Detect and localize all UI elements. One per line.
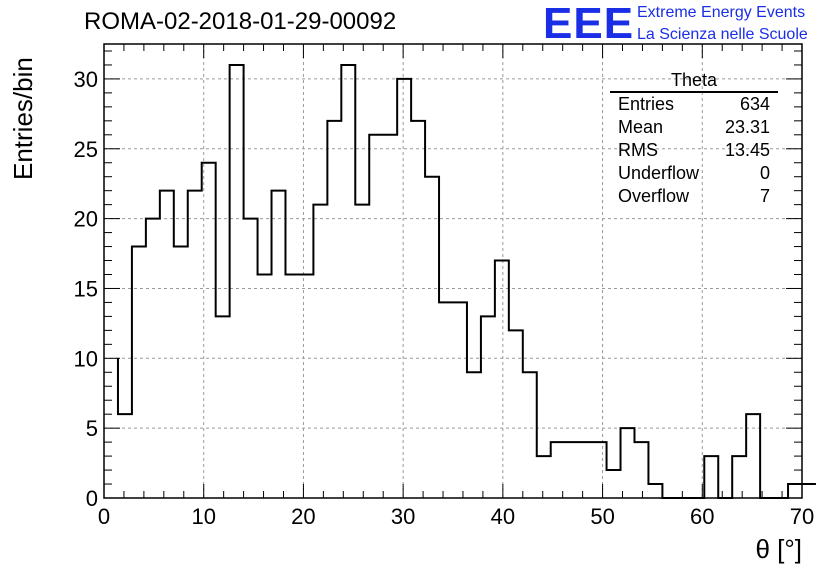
x-tick-label: 10	[191, 504, 215, 529]
y-tick-label: 20	[74, 207, 98, 232]
x-tick-label: 40	[491, 504, 515, 529]
x-axis-label: θ [°]	[755, 534, 802, 564]
stats-row-entries: Entries 634	[610, 93, 778, 116]
eee-logo: EEE	[543, 0, 635, 48]
stats-label: RMS	[618, 140, 658, 160]
histogram-bin	[495, 261, 509, 498]
brand-line-1: Extreme Energy Events	[637, 4, 806, 21]
stats-value: 23.31	[724, 117, 770, 137]
stats-value: 634	[739, 94, 770, 114]
histogram-bin	[216, 316, 230, 498]
histogram-bin	[746, 414, 760, 498]
histogram-bin	[467, 372, 481, 498]
x-tick-label: 20	[291, 504, 315, 529]
histogram-bin	[634, 442, 648, 498]
histogram-bin	[523, 372, 537, 498]
histogram-bin	[439, 302, 453, 498]
stats-value: 13.45	[724, 140, 770, 160]
histogram-bin	[327, 121, 341, 498]
histogram-bin	[299, 274, 313, 498]
stats-label: Underflow	[618, 163, 700, 183]
histogram-bin	[509, 330, 523, 498]
histogram-bin	[704, 456, 718, 498]
histogram-bin	[411, 121, 425, 498]
x-tick-label: 70	[790, 504, 814, 529]
histogram-bin	[802, 484, 816, 498]
histogram-bin	[258, 274, 272, 498]
histogram-bin	[132, 247, 146, 498]
stats-value: 7	[759, 186, 770, 206]
histogram-bin	[579, 442, 593, 498]
stats-row-overflow: Overflow 7	[610, 185, 778, 208]
stats-row-underflow: Underflow 0	[610, 162, 778, 185]
y-axis-label: Entries/bin	[8, 57, 38, 180]
histogram-bin	[285, 274, 299, 498]
brand-line-2: La Scienza nelle Scuole	[637, 26, 808, 43]
plot-frame	[103, 43, 803, 499]
y-tick-label: 15	[74, 276, 98, 301]
histogram-bin	[481, 316, 495, 498]
stats-row-mean: Mean 23.31	[610, 116, 778, 139]
y-tick-label: 25	[74, 137, 98, 162]
histogram-bin	[355, 205, 369, 498]
histogram-bin	[788, 484, 802, 498]
histogram-bin	[732, 456, 746, 498]
stats-value: 0	[759, 163, 770, 183]
stats-label: Entries	[618, 94, 675, 114]
histogram-bin	[230, 65, 244, 498]
y-tick-label: 30	[74, 67, 98, 92]
histogram-bin	[188, 191, 202, 498]
histogram-bin	[565, 442, 579, 498]
histogram-bin	[425, 177, 439, 498]
histogram-bin	[174, 247, 188, 498]
stats-label: Overflow	[618, 186, 690, 206]
x-tick-label: 50	[590, 504, 614, 529]
histogram-bin	[537, 456, 551, 498]
stats-row-rms: RMS 13.45	[610, 139, 778, 162]
histogram-bin	[272, 191, 286, 498]
histogram-bin	[313, 205, 327, 498]
histogram-bin	[593, 442, 607, 498]
histogram-bin	[369, 135, 383, 498]
histogram-bin	[383, 135, 397, 498]
y-tick-label: 5	[86, 416, 98, 441]
stats-label: Mean	[618, 117, 664, 137]
stats-title: Theta	[610, 70, 778, 93]
stats-box: Theta Entries 634 Mean 23.31 RMS 13.45 U…	[610, 70, 778, 208]
run-title: ROMA-02-2018-01-29-00092	[84, 8, 397, 35]
y-tick-label: 10	[74, 346, 98, 371]
x-tick-label: 60	[690, 504, 714, 529]
histogram-bin	[648, 484, 662, 498]
y-tick-label: 0	[86, 486, 98, 511]
histogram-bin	[453, 302, 467, 498]
histogram-bin	[607, 470, 621, 498]
histogram-bin	[551, 442, 565, 498]
histogram-bin	[621, 428, 635, 498]
x-tick-label: 30	[391, 504, 415, 529]
x-tick-label: 0	[98, 504, 110, 529]
histogram-bin	[341, 65, 355, 498]
histogram-bin	[160, 191, 174, 498]
histogram-bin	[118, 414, 132, 498]
